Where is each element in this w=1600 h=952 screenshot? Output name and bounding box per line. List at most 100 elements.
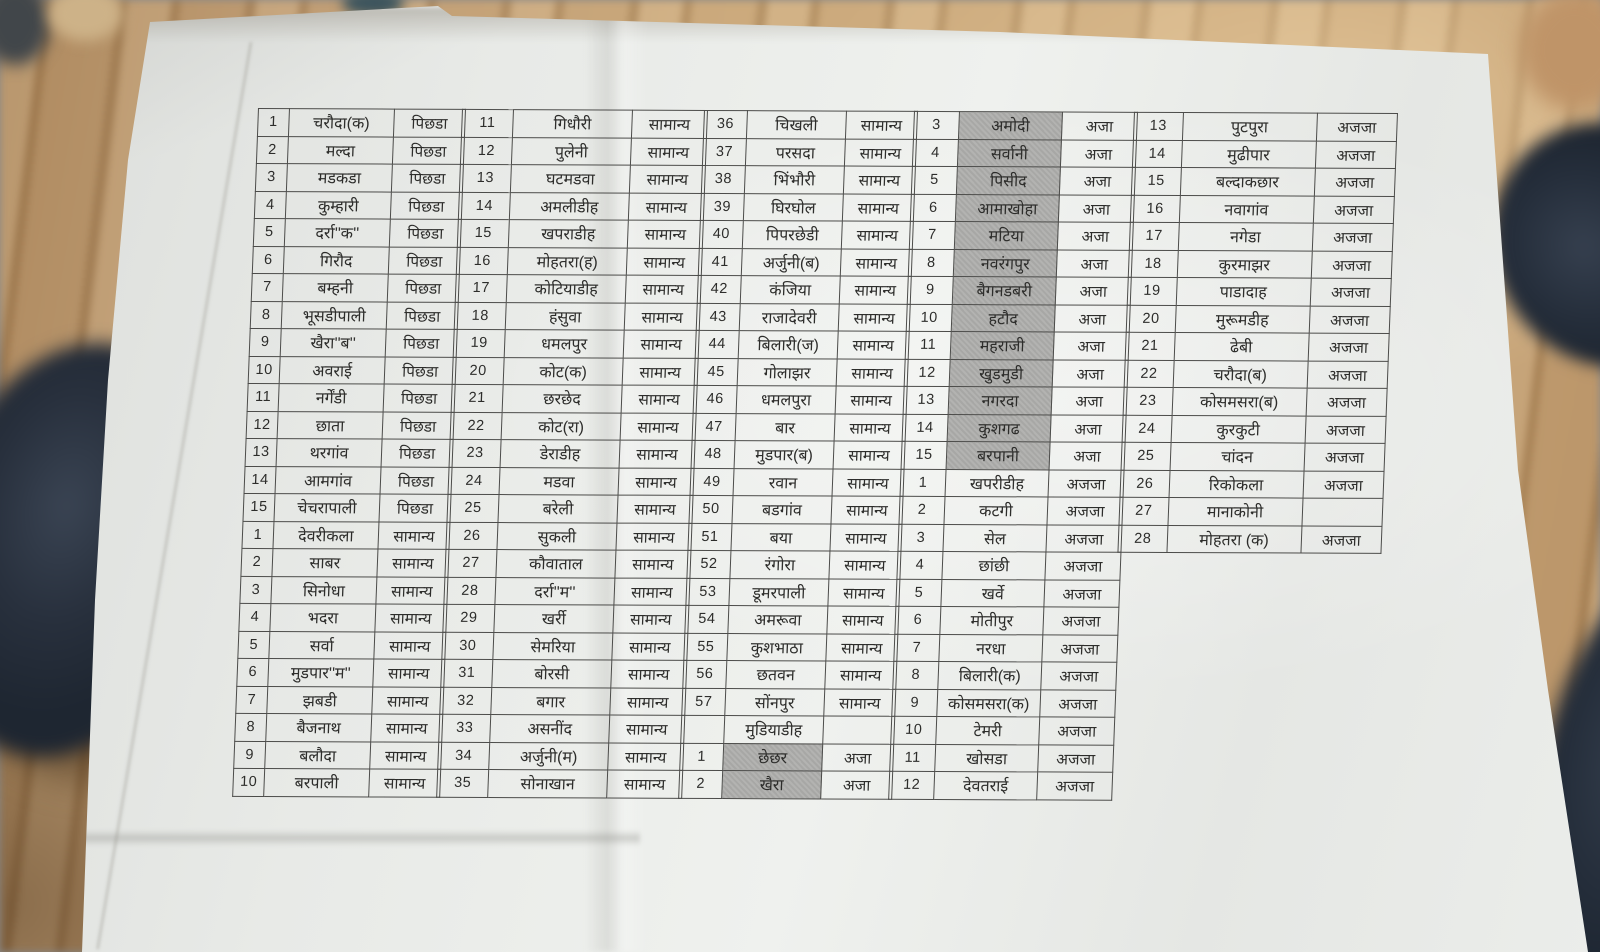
village-cell: भूसडीपाली	[281, 301, 388, 330]
category-cell: सामान्य	[609, 687, 686, 716]
table-row: 1 चरौदा(क) पिछडा	[257, 108, 466, 137]
village-cell: साबर	[271, 548, 378, 577]
table-row: मुडियाडीह	[680, 715, 895, 744]
serial-cell: 45	[694, 357, 739, 386]
serial-cell: 53	[685, 577, 730, 606]
village-cell: मोतीपुर	[939, 606, 1044, 635]
village-cell: परसदा	[745, 138, 846, 167]
category-cell: सामान्य	[824, 660, 897, 689]
table-row: 19 पाडादाह अजजा	[1127, 277, 1392, 306]
table-row: 17 नगेडा अजजा	[1129, 222, 1394, 251]
category-cell: अजजा	[1044, 551, 1121, 580]
serial-cell: 8	[908, 248, 955, 277]
table-row: 57 सोंनपुर सामान्य	[681, 687, 896, 717]
category-cell: पिछडा	[389, 219, 462, 247]
table-grid: 36 चिखली सामान्य 37 परसदा सामान्य 38 भिंभौरी साम…	[678, 110, 918, 799]
serial-cell: 15	[457, 219, 510, 248]
village-cell: सर्वानी	[957, 139, 1062, 168]
serial-cell: 15	[242, 493, 276, 522]
village-cell: खुडमुडी	[949, 359, 1054, 387]
category-cell: सामान्य	[832, 468, 905, 497]
serial-cell: 25	[446, 494, 500, 523]
category-cell: अजा	[1058, 194, 1135, 223]
table-row: 2 साबर सामान्य	[240, 548, 449, 577]
serial-cell: 15	[1131, 167, 1181, 196]
table-row: 55 कुशभाठा सामान्य	[683, 632, 898, 662]
table-row: 27 कौवाताल सामान्य	[444, 549, 691, 578]
serial-cell: 6	[894, 606, 941, 634]
table-row: 7 नरधा अजजा	[893, 633, 1118, 663]
serial-cell: 10	[906, 303, 953, 332]
serial-cell: 5	[911, 166, 958, 195]
table-row: 33 असनींद सामान्य	[438, 714, 685, 743]
serial-cell: 41	[698, 247, 743, 276]
serial-cell: 2	[678, 770, 723, 799]
category-cell: अजजा	[1315, 140, 1397, 169]
serial-cell: 12	[246, 410, 279, 439]
category-cell: सामान्य	[368, 768, 441, 797]
category-cell: अजा	[1049, 441, 1126, 470]
serial-cell: 14	[458, 191, 511, 220]
serial-cell: 46	[693, 385, 738, 414]
table-row: 4 भदरा सामान्य	[238, 603, 447, 632]
village-cell: राजादेवरी	[739, 303, 840, 332]
table-row: 22 कोट(रा) सामान्य	[450, 411, 697, 441]
table-row: 10 टेमरी अजजा	[890, 716, 1115, 745]
serial-cell: 25	[1121, 442, 1171, 470]
table-grid: 13 पुटपुरा अजजा 14 मुढीपार अजजा 15 बल्दाकछार अजज…	[1117, 112, 1398, 554]
serial-cell: 15	[901, 441, 948, 470]
serial-cell: 47	[692, 412, 737, 441]
village-cell: खोसडा	[934, 743, 1039, 772]
table-row: 20 कोट(क) सामान्य	[452, 356, 699, 386]
village-cell: छरछेद	[502, 384, 623, 413]
category-cell: अजा	[1051, 386, 1128, 415]
village-cell: पुलेनी	[511, 137, 632, 166]
village-cell: कुशभाठा	[726, 633, 827, 661]
table-row: 7 बम्हनी पिछडा	[251, 273, 460, 302]
table-row: 13 थरगांव पिछडा	[245, 438, 454, 467]
serial-cell: 2	[240, 548, 273, 577]
serial-cell: 11	[461, 109, 514, 138]
category-cell: अजजा	[1300, 525, 1382, 554]
serial-cell: 9	[907, 276, 954, 305]
serial-cell: 10	[232, 768, 265, 797]
table-row: 9 बलौदा सामान्य	[233, 740, 442, 770]
category-cell: सामान्य	[620, 412, 697, 441]
category-cell: सामान्य	[618, 467, 695, 496]
table-row: 40 पिपरछेडी सामान्य	[699, 220, 914, 249]
table-row: 11 गिधौरी सामान्य	[461, 109, 708, 138]
category-cell: पिछडा	[380, 466, 453, 495]
category-cell: अजजा	[1045, 524, 1122, 553]
village-cell: सेल	[942, 523, 1047, 552]
category-cell: अजा	[1055, 276, 1132, 305]
serial-cell: 17	[455, 274, 508, 303]
serial-cell: 35	[436, 769, 489, 798]
serial-cell: 17	[1129, 222, 1179, 251]
category-cell: सामान्य	[612, 605, 689, 633]
category-cell: अजजा	[1043, 579, 1120, 608]
village-cell: पिपरछेडी	[742, 220, 843, 249]
category-cell: पिछडा	[391, 164, 464, 192]
serial-cell: 2	[898, 496, 946, 524]
serial-cell: 21	[1125, 332, 1175, 360]
serial-cell: 14	[902, 413, 949, 442]
village-cell: सुकली	[496, 522, 617, 551]
table-row: 30 सेमरिया सामान्य	[441, 631, 688, 661]
village-cell: घटमडवा	[510, 164, 631, 193]
village-cell: खपरीडीह	[945, 469, 1050, 497]
category-cell: सामान्य	[624, 302, 701, 331]
village-cell: खपराडीह	[508, 219, 629, 248]
category-cell: सामान्य	[844, 138, 917, 167]
serial-cell: 1	[257, 108, 290, 137]
table-row: 6 मुडपार''म'' सामान्य	[236, 658, 445, 687]
serial-cell: 22	[1124, 359, 1174, 388]
paper-horizontal-crease	[82, 830, 640, 846]
village-cell: नरधा	[938, 633, 1043, 662]
serial-cell: 39	[700, 192, 745, 221]
village-cell: बिलारी(क)	[937, 661, 1042, 690]
serial-cell: 3	[239, 575, 272, 604]
serial-cell: 4	[896, 551, 943, 579]
table-row: 11 महराजी अजा	[905, 331, 1130, 360]
table-block-3: 36 चिखली सामान्य 37 परसदा सामान्य 38 भिंभौरी साम…	[678, 110, 918, 799]
category-cell: अजा	[820, 770, 893, 799]
